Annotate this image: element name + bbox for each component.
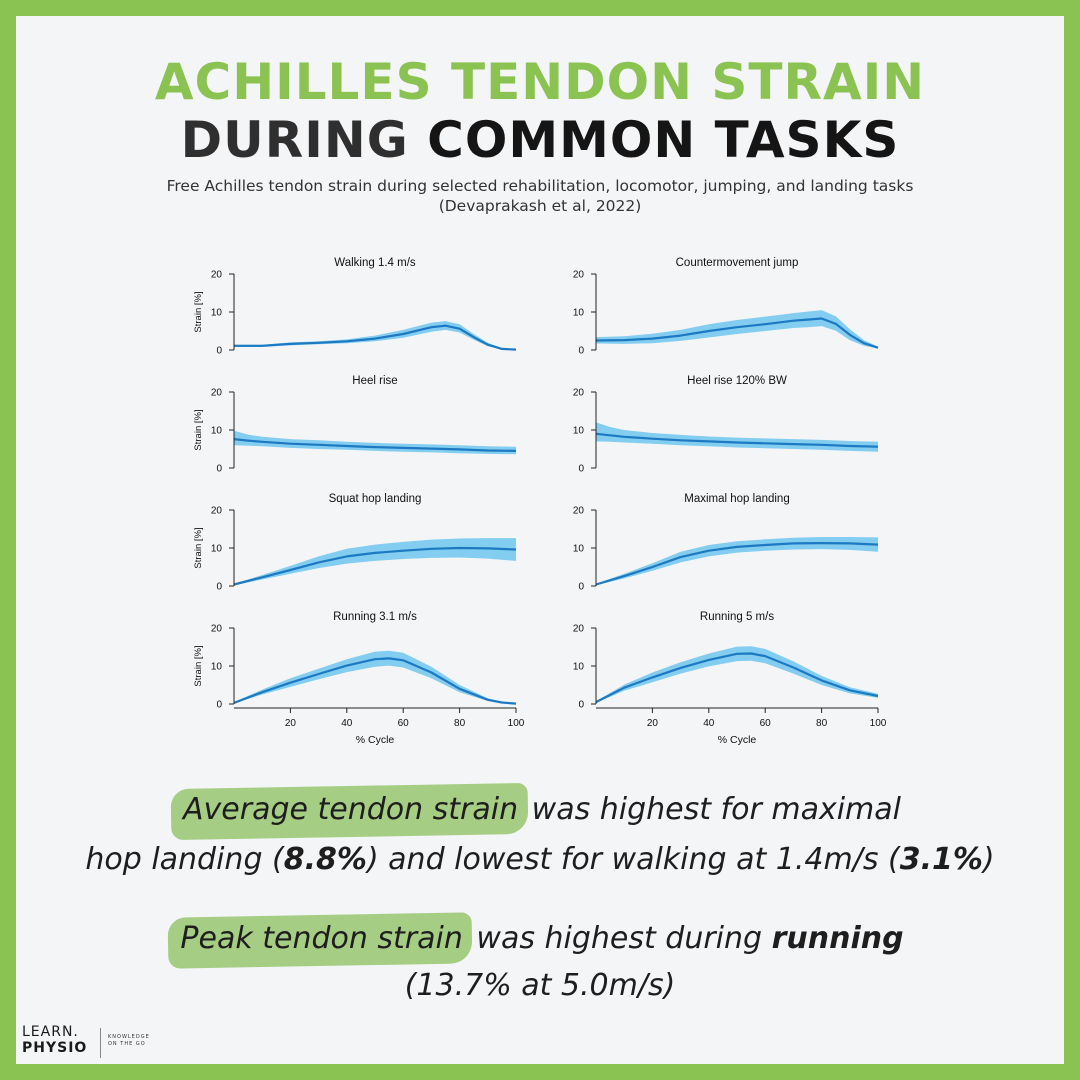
mean-line-3 xyxy=(233,438,517,452)
y-tick-label-5-20: 20 xyxy=(211,506,223,517)
y-tick-label-6-0: 0 xyxy=(578,582,584,593)
panel-title-4: Heel rise 120% BW xyxy=(687,375,787,387)
statement-1-text-b: hop landing ( xyxy=(85,842,284,877)
panel-title-7: Running 3.1 m/s xyxy=(333,611,417,623)
y-tick-label-2-10: 10 xyxy=(573,308,585,319)
sd-band-6 xyxy=(596,537,878,586)
sd-band-5 xyxy=(234,538,516,586)
statement-2-line-1: Peak tendon strain was highest during ru… xyxy=(16,921,1064,957)
y-tick-label-5-0: 0 xyxy=(216,582,222,593)
chart-panels: 0 10 20 Strain [%] Walking 1.4 m/s 0 10 20 Count… xyxy=(193,257,887,746)
title-line-2: DURING COMMON TASKS xyxy=(16,112,1064,168)
statement-1-text-a: was highest for maximal xyxy=(522,792,901,827)
y-tick-label-7-0: 0 xyxy=(216,700,222,711)
y-tick-label-8-0: 0 xyxy=(578,700,584,711)
y-tick-label-2-20: 20 xyxy=(573,270,585,281)
title-line-2-a: DURING xyxy=(180,111,428,169)
statement-1-text-d: ) xyxy=(982,842,995,877)
x-tick-label-8-20: 20 xyxy=(647,718,659,729)
x-tick-label-7-80: 80 xyxy=(454,718,466,729)
y-tick-label-4-0: 0 xyxy=(578,464,584,475)
statement-2-line-2: (13.7% at 5.0m/s) xyxy=(404,968,676,1003)
learn-physio-logo: LEARN. PHYSIO xyxy=(22,1024,87,1056)
y-tick-label-3-20: 20 xyxy=(211,388,223,399)
statement-1-line-1: Average tendon strain was highest for ma… xyxy=(16,792,1064,828)
y-tick-label-4-10: 10 xyxy=(573,426,585,437)
tagline-line-1: KNOWLEDGE xyxy=(108,1034,150,1040)
logo-line-2: PHYSIO xyxy=(22,1040,88,1056)
statement-2-text-a: was highest during xyxy=(466,921,772,956)
panel-2 xyxy=(591,273,879,351)
y-tick-label-8-20: 20 xyxy=(573,624,585,635)
y-tick-label-5-10: 10 xyxy=(211,544,223,555)
y-tick-label-7-10: 10 xyxy=(211,662,223,673)
mean-line-5 xyxy=(233,546,517,586)
subtitle: Free Achilles tendon strain during selec… xyxy=(76,176,1004,216)
panel-title-8: Running 5 m/s xyxy=(700,611,774,623)
mean-line-2 xyxy=(595,317,879,349)
sd-band-8 xyxy=(596,646,878,703)
y-axis-label-3: Strain [%] xyxy=(193,409,204,450)
statement-1-highlight: Average tendon strain xyxy=(179,792,522,827)
panel-1 xyxy=(229,273,517,351)
y-tick-label-8-10: 10 xyxy=(573,662,585,673)
panel-6 xyxy=(591,509,879,587)
mean-line-6 xyxy=(595,542,879,586)
panel-7 xyxy=(229,627,517,713)
panel-title-3: Heel rise xyxy=(352,375,397,387)
panel-title-5: Squat hop landing xyxy=(329,493,422,505)
y-tick-label-6-20: 20 xyxy=(573,506,585,517)
x-tick-label-8-80: 80 xyxy=(816,718,828,729)
tagline-line-2: ON THE GO xyxy=(108,1041,146,1047)
y-tick-label-3-10: 10 xyxy=(211,426,223,437)
statement-1-value-2: 3.1% xyxy=(899,842,983,877)
y-tick-label-1-0: 0 xyxy=(216,346,222,357)
statement-2-bold: running xyxy=(771,921,904,956)
poster-frame: ACHILLES TENDON STRAIN DURING COMMON TAS… xyxy=(16,16,1064,1064)
panel-title-1: Walking 1.4 m/s xyxy=(334,257,416,269)
x-tick-label-7-60: 60 xyxy=(398,718,410,729)
y-tick-label-6-10: 10 xyxy=(573,544,585,555)
logo-tagline: KNOWLEDGE ON THE GO xyxy=(108,1034,150,1048)
panel-4 xyxy=(591,391,879,469)
x-tick-label-7-100: 100 xyxy=(508,718,525,729)
title-line-2-b: COMMON TASKS xyxy=(427,111,900,169)
y-tick-label-1-20: 20 xyxy=(211,270,223,281)
panel-8 xyxy=(591,627,879,713)
panel-5 xyxy=(229,509,517,587)
y-axis-label-7: Strain [%] xyxy=(193,645,204,686)
x-tick-label-7-20: 20 xyxy=(285,718,297,729)
y-tick-label-7-20: 20 xyxy=(211,624,223,635)
subtitle-citation: (Devaprakash et al, 2022) xyxy=(438,197,642,215)
statement-1-text-c: ) and lowest for walking at 1.4m/s ( xyxy=(366,842,900,877)
y-axis-label-1: Strain [%] xyxy=(193,291,204,332)
x-tick-label-7-40: 40 xyxy=(341,718,353,729)
statement-1-line-2: hop landing (8.8%) and lowest for walkin… xyxy=(16,842,1064,878)
mean-line-4 xyxy=(595,432,879,448)
x-axis-label-8: % Cycle xyxy=(718,734,757,746)
y-tick-label-3-0: 0 xyxy=(216,464,222,475)
y-axis-label-5: Strain [%] xyxy=(193,527,204,568)
title-line-1: ACHILLES TENDON STRAIN xyxy=(154,53,926,111)
statement-2-highlight: Peak tendon strain xyxy=(176,921,466,956)
panel-title-2: Countermovement jump xyxy=(676,257,799,269)
mean-line-7 xyxy=(233,657,517,705)
x-tick-label-8-40: 40 xyxy=(703,718,715,729)
logo-divider xyxy=(100,1028,101,1058)
y-tick-label-2-0: 0 xyxy=(578,346,584,357)
y-tick-label-4-20: 20 xyxy=(573,388,585,399)
x-tick-label-8-60: 60 xyxy=(760,718,772,729)
sd-band-2 xyxy=(596,310,878,349)
mean-line-8 xyxy=(595,652,879,704)
logo-line-1: LEARN. xyxy=(22,1024,79,1040)
mean-line-1 xyxy=(234,324,517,351)
panel-title-6: Maximal hop landing xyxy=(684,493,789,505)
subtitle-line-1: Free Achilles tendon strain during selec… xyxy=(166,177,914,195)
y-tick-label-1-10: 10 xyxy=(211,308,223,319)
x-axis-label-7: % Cycle xyxy=(356,734,395,746)
statement-1-value-1: 8.8% xyxy=(283,842,367,877)
x-tick-label-8-100: 100 xyxy=(870,718,887,729)
panel-3 xyxy=(229,391,517,469)
